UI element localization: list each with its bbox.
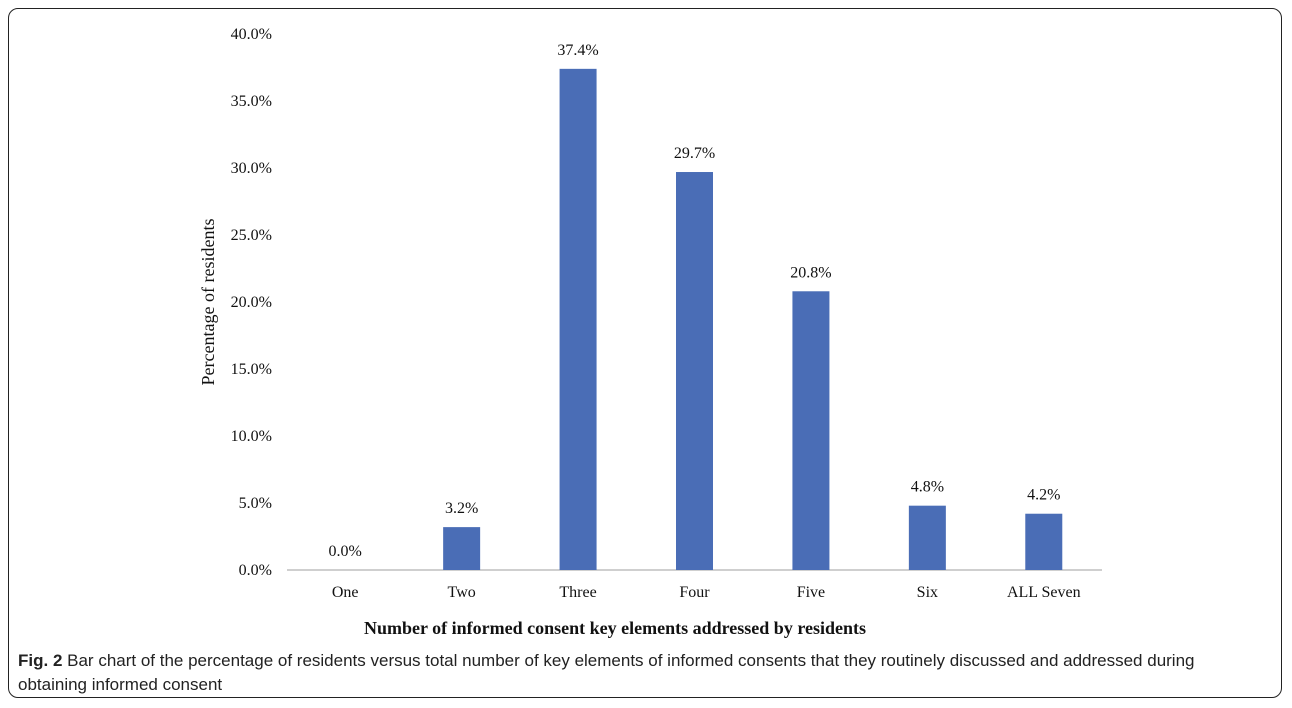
data-label: 29.7% xyxy=(674,145,715,162)
bar xyxy=(676,172,713,570)
x-tick-label: ALL Seven xyxy=(1007,584,1081,601)
figure-caption: Fig. 2 Bar chart of the percentage of re… xyxy=(18,649,1268,697)
y-tick-label: 20.0% xyxy=(231,294,272,311)
x-tick-label: One xyxy=(332,584,359,601)
y-tick-label: 5.0% xyxy=(239,495,272,512)
x-tick-label: Two xyxy=(448,584,476,601)
x-axis-ticks: One Two Three Four Five Six ALL Seven xyxy=(332,584,1081,601)
x-tick-label: Five xyxy=(797,584,825,601)
bars xyxy=(443,68,1063,570)
y-tick-label: 25.0% xyxy=(231,227,272,244)
y-tick-label: 35.0% xyxy=(231,93,272,110)
y-tick-label: 15.0% xyxy=(231,361,272,378)
bar xyxy=(559,68,597,570)
bar xyxy=(908,505,946,570)
caption-label: Fig. 2 xyxy=(18,651,63,670)
x-tick-label: Four xyxy=(679,584,710,601)
y-tick-label: 40.0% xyxy=(231,26,272,43)
y-tick-label: 0.0% xyxy=(239,562,272,579)
x-axis-title: Number of informed consent key elements … xyxy=(364,618,866,638)
bar-chart: 0.0% 5.0% 10.0% 15.0% 20.0% 25.0% 30.0% 35.0% 40… xyxy=(198,26,1102,638)
data-label: 20.8% xyxy=(790,264,831,281)
data-labels: 0.0% 3.2% 37.4% 29.7% 20.8% 4.8% 4.2% xyxy=(329,42,1061,560)
caption-text: Bar chart of the percentage of residents… xyxy=(18,651,1195,694)
y-axis-title: Percentage of residents xyxy=(198,219,218,386)
figure-frame xyxy=(8,8,1282,698)
y-tick-label: 10.0% xyxy=(231,428,272,445)
bar xyxy=(792,291,830,570)
y-axis-ticks: 0.0% 5.0% 10.0% 15.0% 20.0% 25.0% 30.0% 35.0% 40… xyxy=(231,26,272,579)
x-tick-label: Three xyxy=(559,584,596,601)
data-label: 4.8% xyxy=(911,479,944,496)
bar xyxy=(1025,513,1063,570)
data-label: 3.2% xyxy=(445,500,478,517)
data-label: 0.0% xyxy=(329,543,362,560)
data-label: 4.2% xyxy=(1027,487,1060,504)
x-tick-label: Six xyxy=(917,584,938,601)
data-label: 37.4% xyxy=(557,42,598,59)
y-tick-label: 30.0% xyxy=(231,160,272,177)
bar xyxy=(443,527,481,570)
